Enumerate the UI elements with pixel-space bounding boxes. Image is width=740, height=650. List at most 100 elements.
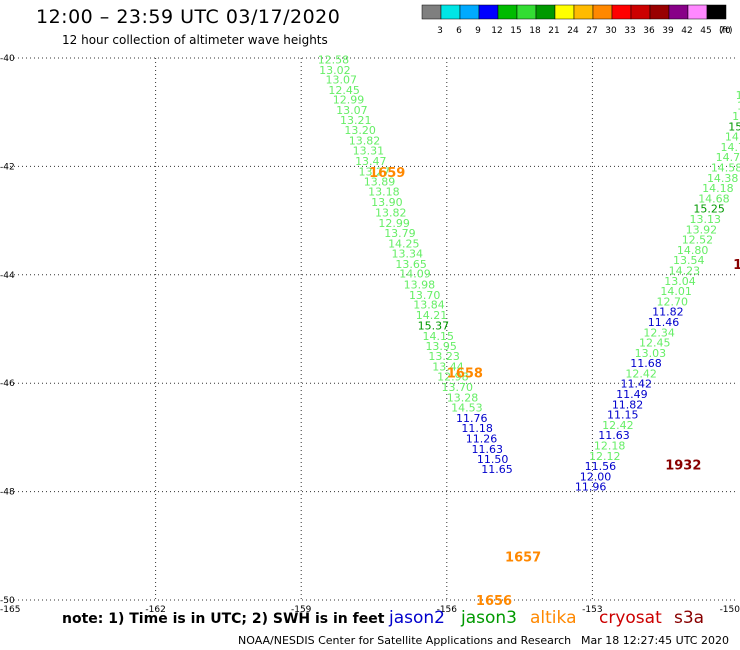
wave-height-point: 13.90 — [371, 196, 403, 209]
wave-height-point: 13.65 — [395, 258, 427, 271]
wave-height-point: 13.54 — [673, 254, 705, 267]
scale-label: 36 — [643, 26, 655, 36]
y-tick-label: -44 — [0, 271, 15, 281]
legend-jason2: jason2 — [389, 608, 445, 628]
wave-height-point: 14.80 — [677, 244, 709, 257]
wave-height-point: 13.89 — [364, 176, 396, 189]
wave-height-point: 13.03 — [635, 347, 667, 360]
wave-height-point: 14.18 — [702, 182, 734, 195]
wave-height-point: 12.45 — [639, 337, 671, 350]
wave-height-point: 13.13 — [689, 213, 721, 226]
wave-height-point: 14.68 — [698, 192, 730, 205]
wave-height-point: 13.92 — [686, 223, 718, 236]
scale-label: 6 — [456, 26, 462, 36]
scale-label: 12 — [491, 26, 502, 36]
wave-height-point: 1 — [736, 89, 740, 102]
x-tick-label: -150 — [720, 605, 740, 615]
wave-height-point: 14.01 — [660, 285, 692, 298]
wave-height-point: 13.07 — [325, 74, 357, 87]
wave-height-point: 12.52 — [682, 234, 714, 247]
wave-height-point: 14.23 — [669, 264, 701, 277]
scale-label: 9 — [475, 26, 481, 36]
scale-label: 3 — [437, 26, 443, 36]
wave-height-point: 1 — [737, 100, 740, 113]
x-tick-label: -162 — [145, 605, 165, 615]
wave-height-point: 13.20 — [344, 124, 376, 137]
y-tick-label: -50 — [0, 596, 15, 606]
wave-height-point: 15.1 — [728, 120, 740, 133]
wave-height-point: 13.27 — [358, 165, 390, 178]
wave-height-point: 11.49 — [616, 388, 648, 401]
wave-height-point: 11.82 — [652, 306, 684, 319]
wave-height-point: 14.25 — [388, 237, 420, 250]
legend-jason3: jason3 — [461, 608, 517, 628]
y-tick-label: -42 — [0, 162, 15, 172]
scale-label: 21 — [548, 26, 559, 36]
wave-height-point: 11.68 — [630, 357, 662, 370]
color-scale-bar: 3 6 9 12 15 18 21 24 27 30 33 36 39 42 45 70(ft) — [421, 4, 733, 36]
wave-height-point: 12.12 — [589, 450, 621, 463]
scale-swatch — [706, 4, 727, 20]
wave-height-point: 11.15 — [607, 409, 639, 422]
wave-height-point: 12.00 — [580, 470, 612, 483]
wave-height-point: 13.47 — [355, 155, 387, 168]
wave-height-point: 13.21 — [340, 114, 372, 127]
scale-label: 24 — [567, 26, 579, 36]
scale-label: 42 — [681, 26, 692, 36]
wave-height-point: 12.42 — [625, 367, 657, 380]
wave-height-point: 13.44 — [432, 360, 464, 373]
legend-s3a: s3a — [674, 608, 705, 628]
y-tick-label: -46 — [0, 379, 15, 389]
wave-height-point: 11.46 — [648, 316, 680, 329]
wave-height-point: 12.99 — [333, 94, 365, 107]
wave-height-point: 12.99 — [378, 217, 410, 230]
scale-label: 39 — [662, 26, 674, 36]
scale-label: 33 — [624, 26, 635, 36]
wave-height-point: 11.65 — [481, 463, 513, 476]
wave-height-point: 14.8 — [725, 131, 740, 144]
wave-height-point: 11.50 — [477, 453, 509, 466]
wave-height-point: 13.98 — [404, 279, 436, 292]
scale-label: 27 — [586, 26, 597, 36]
wave-height-point: 12.18 — [594, 440, 626, 453]
wave-height-point: 15.37 — [418, 320, 450, 333]
pass-time-label: 1932 — [665, 459, 701, 474]
wave-height-point: 11.26 — [466, 432, 498, 445]
x-tick-label: -153 — [582, 605, 602, 615]
wave-height-point: 13.18 — [368, 185, 400, 198]
wave-height-point: 14.15 — [423, 330, 455, 343]
wave-height-point: 13.23 — [428, 350, 460, 363]
wave-height-point: 11.96 — [575, 481, 607, 494]
wave-height-point: 13.34 — [391, 248, 423, 261]
pass-time-label: 1656 — [476, 594, 512, 609]
wave-height-point: 11.63 — [598, 429, 630, 442]
wave-height-point: 13.95 — [425, 340, 457, 353]
wave-height-point: 13.28 — [447, 391, 479, 404]
wave-height-point: 14.74 — [716, 151, 740, 164]
scale-unit: (ft) — [719, 26, 733, 36]
scale-label: 45 — [700, 26, 711, 36]
wave-height-point: 11.82 — [612, 398, 644, 411]
scale-label: 70 — [719, 26, 731, 36]
wave-height-point: 14.73 — [721, 141, 740, 154]
wave-height-point: 13.84 — [413, 299, 445, 312]
chart-title: 12:00 – 23:59 UTC 03/17/2020 — [36, 6, 341, 28]
footer-timestamp: Mar 18 12:27:45 UTC 2020 — [581, 634, 729, 647]
wave-height-point: 11.63 — [472, 443, 504, 456]
scale-label: 18 — [529, 26, 541, 36]
y-tick-label: -48 — [0, 488, 15, 498]
wave-height-point: 13.82 — [375, 206, 407, 219]
wave-height-point: 13.70 — [441, 381, 473, 394]
scale-label: 15 — [510, 26, 521, 36]
pass-time-label: 19 — [733, 258, 740, 273]
wave-height-point: 1 — [732, 110, 739, 123]
note-text: note: 1) Time is in UTC; 2) SWH is in fe… — [62, 611, 385, 627]
wave-height-point: 13.31 — [353, 145, 385, 158]
wave-height-point: 14.38 — [707, 172, 739, 185]
wave-height-point: 11.76 — [456, 412, 488, 425]
wave-height-point: 11.56 — [585, 460, 617, 473]
wave-height-point: 12.45 — [328, 84, 360, 97]
wave-height-point: 13.07 — [336, 104, 368, 117]
legend-altika: altika — [530, 608, 577, 628]
